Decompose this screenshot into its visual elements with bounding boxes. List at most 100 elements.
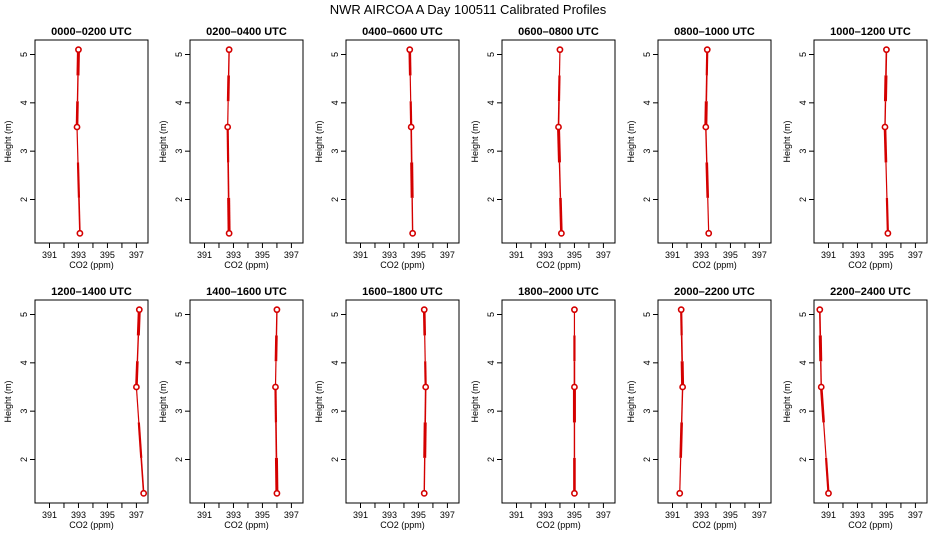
y-tick-label: 5 [174,312,184,317]
x-axis-label: CO2 (ppm) [69,260,114,270]
y-tick-label: 5 [174,52,184,57]
profile-line-segment [679,457,682,494]
y-tick-label: 4 [642,100,652,105]
y-axis-label: Height (m) [782,120,792,162]
y-tick-label: 2 [174,197,184,202]
x-tick-label: 393 [694,510,709,520]
profile-line-segment [136,309,141,336]
plot-frame [345,299,460,504]
profile-panel: 0600–0800 UTC 391 393 395 397 2 3 4 5 CO2 (ppm) He… [470,26,616,270]
profile-line-segment [824,457,830,494]
panel-title: 0400–0600 UTC [362,26,443,38]
y-tick-label: 3 [330,149,340,154]
profile-data-point [571,383,578,391]
profile-data-point [420,489,428,497]
y-tick-label: 2 [642,197,652,202]
x-tick-label: 391 [197,250,212,260]
x-tick-label: 391 [821,250,836,260]
x-tick-label: 393 [538,250,553,260]
x-tick-label: 393 [694,250,709,260]
plot-frame [501,39,616,244]
x-tick-label: 391 [353,250,368,260]
y-tick-label: 3 [486,149,496,154]
x-tick-label: 393 [850,510,865,520]
profile-line-segment [140,457,145,494]
y-tick-label: 5 [642,312,652,317]
y-tick-label: 4 [174,360,184,365]
x-tick-label: 395 [723,250,738,260]
profile-data-point [135,306,143,314]
x-tick-label: 397 [440,250,455,260]
profile-line-segment [705,126,708,163]
profile-panel: 1600–1800 UTC 391 393 395 397 2 3 4 5 CO2 (ppm) He… [314,286,460,530]
panel-title: 2000–2200 UTC [674,286,755,298]
x-axis-label: CO2 (ppm) [692,260,737,270]
x-tick-label: 393 [226,510,241,520]
profile-data-point [76,229,84,237]
panel-title: 1800–2000 UTC [518,286,599,298]
profile-line-segment [883,126,888,163]
panel-title: 1200–1400 UTC [51,286,132,298]
y-axis-label: Height (m) [782,380,792,422]
y-tick-label: 5 [798,52,808,57]
profile-line-segment [135,361,139,388]
profile-line-segment [78,197,81,234]
x-tick-label: 391 [353,510,368,520]
profile-panel: 1000–1200 UTC 391 393 395 397 2 3 4 5 CO2 (ppm) He… [782,26,928,270]
y-tick-label: 4 [330,100,340,105]
y-tick-label: 3 [330,409,340,414]
panel-title: 0200–0400 UTC [206,26,287,38]
y-tick-label: 2 [330,197,340,202]
x-tick-label: 397 [129,510,144,520]
panel-title: 1400–1600 UTC [206,286,287,298]
x-axis-label: CO2 (ppm) [692,520,737,530]
x-tick-label: 393 [71,510,86,520]
y-tick-label: 4 [486,360,496,365]
profile-data-point [571,489,578,497]
y-axis-label: Height (m) [470,120,480,162]
y-axis-label: Height (m) [3,120,13,162]
panel-title: 0600–0800 UTC [518,26,599,38]
profile-data-point [816,306,824,314]
y-tick-label: 2 [642,457,652,462]
x-tick-label: 395 [567,510,582,520]
x-tick-label: 397 [284,250,299,260]
y-tick-label: 3 [174,149,184,154]
plot-frame [813,299,928,504]
y-tick-label: 2 [330,457,340,462]
y-tick-label: 2 [486,457,496,462]
plot-frame [189,299,304,504]
x-tick-label: 393 [850,250,865,260]
y-tick-label: 4 [174,100,184,105]
profile-line-segment [76,162,81,198]
x-tick-label: 395 [723,510,738,520]
plot-frame [813,39,928,244]
x-tick-label: 393 [382,250,397,260]
y-tick-label: 2 [798,457,808,462]
profile-data-point [556,46,564,54]
profile-data-point [272,383,279,391]
profile-data-point [409,229,417,237]
x-tick-label: 397 [752,250,767,260]
profile-line-segment [819,386,825,423]
y-axis-label: Height (m) [3,380,13,422]
x-tick-label: 397 [908,250,923,260]
profile-line-segment [705,162,710,198]
x-tick-label: 397 [596,250,611,260]
x-tick-label: 397 [752,510,767,520]
profile-line-segment [135,386,140,423]
x-tick-label: 391 [42,250,57,260]
plot-frame [657,39,772,244]
x-tick-label: 395 [567,250,582,260]
profile-data-point [817,383,825,391]
x-tick-label: 395 [255,250,270,260]
y-tick-label: 3 [798,409,808,414]
y-tick-label: 5 [19,52,29,57]
y-tick-label: 2 [19,457,29,462]
profile-panel: 0400–0600 UTC 391 393 395 397 2 3 4 5 CO2 (ppm) He… [314,26,460,270]
x-axis-label: CO2 (ppm) [848,520,893,530]
plot-frame [34,39,149,244]
x-tick-label: 397 [440,510,455,520]
y-axis-label: Height (m) [158,380,168,422]
